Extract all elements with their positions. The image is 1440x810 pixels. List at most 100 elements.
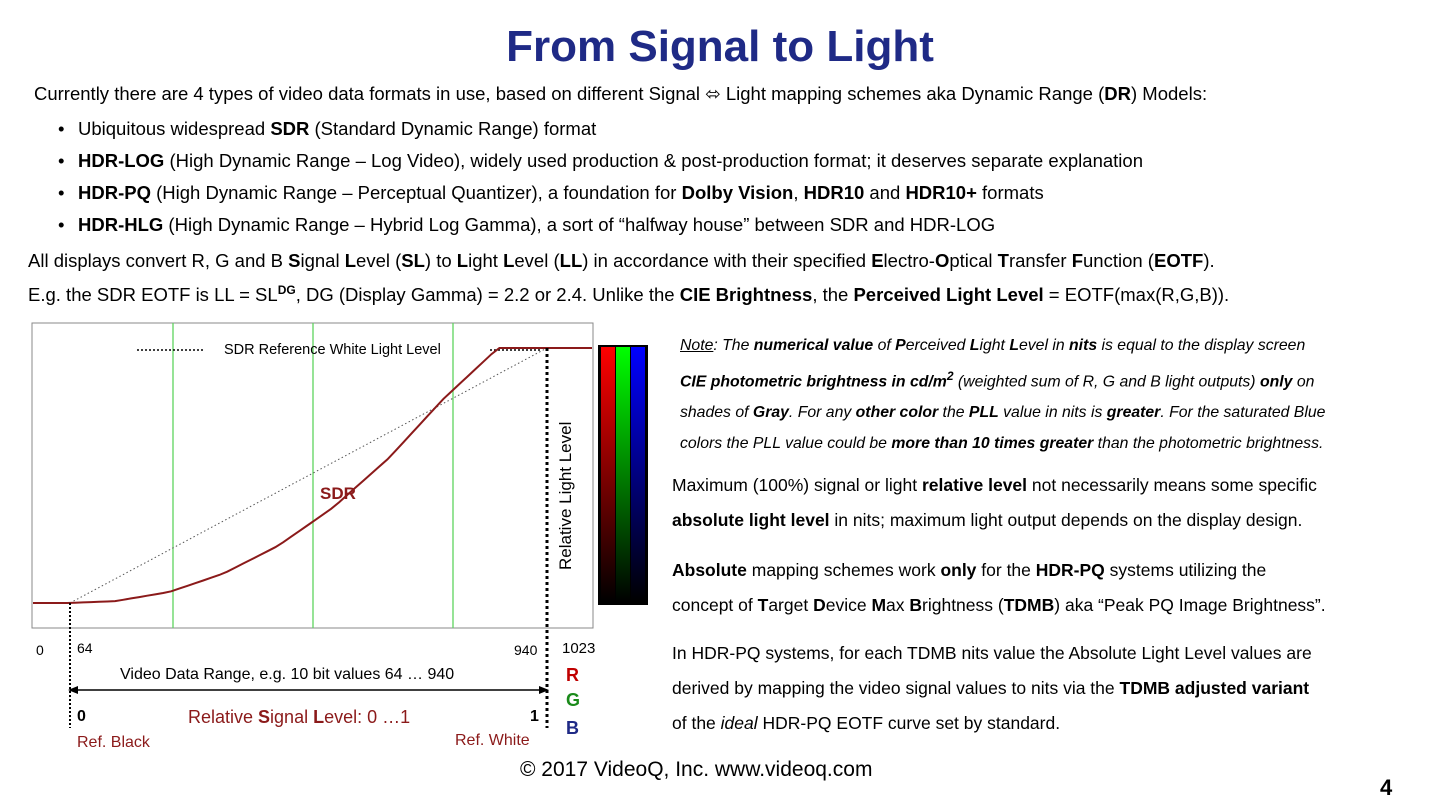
- note-line: colors the PLL value could be more than …: [680, 428, 1430, 459]
- text-bold: D: [813, 595, 826, 615]
- rel-zero: 0: [77, 708, 86, 725]
- text-bold: L: [1009, 337, 1019, 354]
- range-label-rest: , e.g. 10 bit values 64 … 940: [250, 666, 455, 683]
- double-arrow-icon: ⬄: [705, 83, 721, 104]
- text: shades of: [680, 404, 753, 422]
- text-bold: O: [934, 250, 950, 271]
- text: the: [938, 404, 969, 422]
- text: ransfer: [1008, 250, 1072, 271]
- text: . For the saturated Blue: [1160, 404, 1326, 422]
- text-bold: absolute light level: [672, 510, 830, 530]
- y-axis-label: Relative Light Level: [556, 421, 575, 570]
- text-bold: L: [456, 250, 469, 271]
- text-bold: more than 10 times greater: [891, 435, 1094, 453]
- footer-copyright: © 2017 VideoQ, Inc. www.videoq.com: [520, 758, 873, 781]
- text: concept of: [672, 595, 758, 615]
- tick-1023: 1023: [562, 640, 596, 657]
- ref-white-label-bottom: Ref. White: [455, 732, 530, 749]
- ref-black-label: Ref. Black: [77, 734, 150, 751]
- text: in nits; maximum light output depends on…: [829, 510, 1303, 530]
- item-text: Ubiquitous widespread: [78, 118, 271, 139]
- intro-after: ) Models:: [1131, 83, 1208, 104]
- text: ight: [468, 250, 504, 271]
- bullet-icon: •: [58, 150, 65, 171]
- text: lectro-: [883, 250, 935, 271]
- text: is equal to the display screen: [1097, 337, 1306, 354]
- item-text: (High Dynamic Range – Hybrid Log Gamma),…: [163, 214, 996, 235]
- text: evel: 0 …1: [324, 707, 411, 727]
- item-bold: HDR10+: [905, 182, 977, 203]
- text-bold: L: [503, 250, 515, 271]
- text: . For any: [788, 404, 856, 422]
- text: rightness (: [922, 595, 1004, 615]
- green-ramp: [616, 347, 630, 602]
- b-label: B: [566, 718, 579, 738]
- bullet-icon: •: [58, 118, 65, 139]
- text-line: In HDR-PQ systems, for each TDMB nits va…: [672, 643, 1312, 663]
- text-bold: HDR-PQ: [1035, 560, 1105, 580]
- text: ax: [886, 595, 910, 615]
- note-underline: Note: [680, 337, 714, 354]
- item-text: ,: [793, 182, 804, 203]
- tick-64: 64: [77, 640, 93, 656]
- text: Maximum (100%) signal or light: [672, 475, 922, 495]
- superscript: 2: [946, 369, 954, 383]
- text: ) aka “Peak PQ Image Brightness”.: [1054, 595, 1326, 615]
- text: of the: [672, 713, 721, 733]
- item-bold: HDR-LOG: [78, 150, 165, 171]
- text-bold: L: [344, 250, 357, 271]
- item-text: (Standard Dynamic Range) format: [309, 118, 597, 139]
- tick-940: 940: [514, 642, 538, 658]
- text-line: derived by mapping the video signal valu…: [672, 671, 1312, 706]
- item-bold: HDR10: [803, 182, 865, 203]
- text: , DG (Display Gamma) = 2.2 or 2.4. Unlik…: [295, 284, 680, 306]
- note-line: Note: The numerical value of Perceived L…: [680, 330, 1430, 361]
- text: ) in accordance with their specified: [582, 250, 872, 271]
- series-line-sdr: [33, 347, 592, 604]
- text: E.g. the SDR EOTF is LL = SL: [28, 284, 278, 306]
- text: ) to: [424, 250, 457, 271]
- text: = EOTF(max(R,G,B)).: [1043, 284, 1230, 306]
- text-bold: EOTF: [1153, 250, 1204, 271]
- text: derived by mapping the video signal valu…: [672, 678, 1120, 698]
- text: on: [1292, 373, 1315, 391]
- text: ignal: [270, 707, 314, 727]
- sdr-eotf-chart: [31, 322, 648, 728]
- text: : The: [713, 337, 754, 354]
- text-bold: M: [871, 595, 887, 615]
- text-bold: TDMB: [1003, 595, 1055, 615]
- text: All displays convert R, G and B: [28, 250, 289, 271]
- text-bold: L: [969, 337, 980, 354]
- intro-bold: DR: [1104, 83, 1131, 104]
- text: colors the PLL value could be: [680, 435, 892, 453]
- text-bold: B: [909, 595, 923, 615]
- intro-text: Currently there are 4 types of video dat…: [34, 83, 1207, 105]
- text-bold: T: [757, 595, 769, 615]
- red-ramp: [601, 347, 615, 602]
- item-text: formats: [976, 182, 1044, 203]
- text-bold: SL: [401, 250, 425, 271]
- superscript: DG: [277, 283, 296, 297]
- text-line: absolute light level in nits; maximum li…: [672, 503, 1317, 538]
- text: evice: [825, 595, 872, 615]
- text: of: [873, 337, 896, 354]
- text-bold: E: [871, 250, 884, 271]
- note-line: CIE photometric brightness in cd/m2 (wei…: [680, 361, 1430, 397]
- text-bold: CIE photometric brightness in cd/m: [680, 373, 947, 391]
- eotf-paragraph: All displays convert R, G and B Signal L…: [28, 250, 1215, 272]
- item-text: and: [864, 182, 906, 203]
- text-bold: Gray: [752, 404, 789, 422]
- item-text: (High Dynamic Range – Perceptual Quantiz…: [150, 182, 682, 203]
- text: ignal: [300, 250, 345, 271]
- text-bold: TDMB adjusted variant: [1119, 678, 1310, 698]
- text-bold: CIE Brightness: [679, 284, 813, 306]
- r-label: R: [566, 665, 579, 685]
- text: ptical: [949, 250, 998, 271]
- text-bold: L: [313, 707, 325, 727]
- item-bold: HDR-HLG: [78, 214, 164, 235]
- g-label: G: [566, 690, 581, 710]
- text-line: Maximum (100%) signal or light relative …: [672, 468, 1317, 503]
- list-item: • Ubiquitous widespread SDR (Standard Dyn…: [58, 116, 1143, 148]
- text: unction (: [1083, 250, 1154, 271]
- page-title: From Signal to Light: [506, 22, 934, 71]
